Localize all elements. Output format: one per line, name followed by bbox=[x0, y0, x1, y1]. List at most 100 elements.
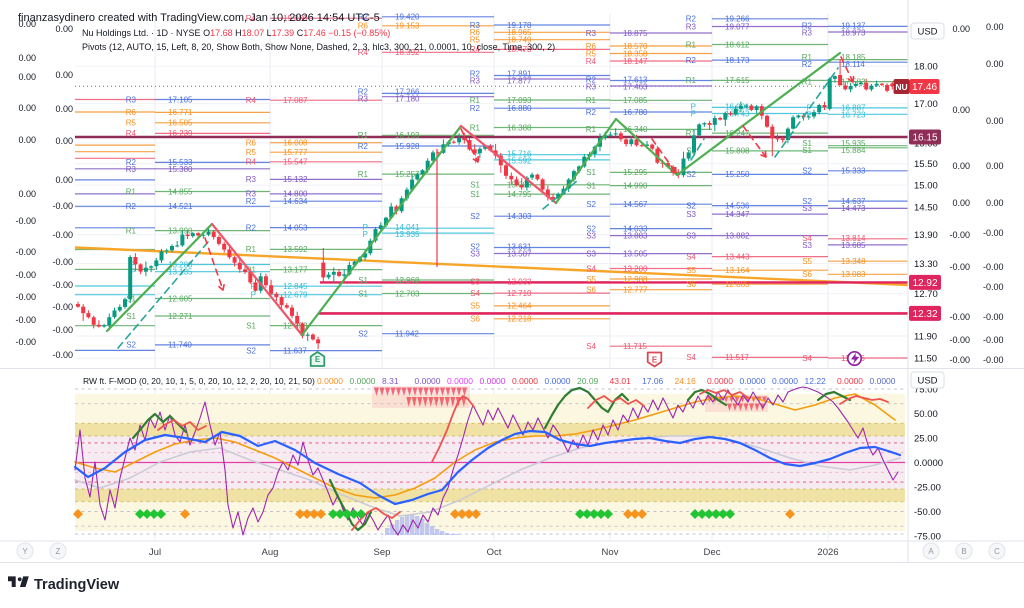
svg-text:-0.00: -0.00 bbox=[15, 216, 36, 226]
svg-text:17.463: 17.463 bbox=[623, 83, 648, 92]
svg-text:R3: R3 bbox=[586, 29, 597, 38]
svg-text:8.31: 8.31 bbox=[382, 376, 399, 386]
svg-text:-0.00: -0.00 bbox=[983, 262, 1004, 272]
svg-text:-0.00: -0.00 bbox=[983, 228, 1004, 238]
svg-text:R4: R4 bbox=[126, 129, 137, 138]
svg-text:P: P bbox=[807, 110, 812, 119]
svg-text:15.547: 15.547 bbox=[283, 158, 308, 167]
svg-text:15.808: 15.808 bbox=[725, 147, 750, 156]
svg-text:0.00: 0.00 bbox=[55, 70, 73, 80]
svg-text:S3: S3 bbox=[802, 241, 812, 250]
svg-text:0.0000: 0.0000 bbox=[447, 376, 473, 386]
svg-text:12.710: 12.710 bbox=[507, 289, 532, 298]
svg-text:13.505: 13.505 bbox=[623, 249, 648, 258]
svg-text:13.990: 13.990 bbox=[168, 226, 193, 235]
svg-text:-0.00: -0.00 bbox=[949, 262, 970, 272]
svg-text:2026: 2026 bbox=[817, 547, 838, 558]
svg-text:R3: R3 bbox=[470, 77, 481, 86]
svg-text:-0.00: -0.00 bbox=[52, 325, 73, 335]
svg-text:12.605: 12.605 bbox=[168, 294, 193, 303]
svg-text:USD: USD bbox=[917, 26, 937, 37]
svg-text:0.00: 0.00 bbox=[986, 198, 1004, 208]
svg-text:12.271: 12.271 bbox=[168, 312, 193, 321]
svg-text:15.132: 15.132 bbox=[283, 175, 308, 184]
svg-text:0.00: 0.00 bbox=[55, 104, 73, 114]
svg-text:16.239: 16.239 bbox=[168, 129, 193, 138]
svg-text:S3: S3 bbox=[470, 278, 480, 287]
svg-text:0.00: 0.00 bbox=[18, 53, 36, 63]
svg-text:13.935: 13.935 bbox=[395, 230, 420, 239]
svg-text:12.777: 12.777 bbox=[623, 286, 648, 295]
svg-text:R1: R1 bbox=[246, 245, 257, 254]
svg-text:0.00: 0.00 bbox=[986, 161, 1004, 171]
svg-text:15.00: 15.00 bbox=[914, 181, 938, 192]
svg-text:R4: R4 bbox=[246, 96, 257, 105]
svg-text:S2: S2 bbox=[358, 330, 368, 339]
svg-text:12.32: 12.32 bbox=[912, 309, 937, 320]
svg-text:S4: S4 bbox=[586, 264, 596, 273]
svg-text:17.085: 17.085 bbox=[623, 96, 648, 105]
svg-text:S3: S3 bbox=[470, 250, 480, 259]
svg-text:S3: S3 bbox=[686, 210, 696, 219]
svg-text:0.0000: 0.0000 bbox=[914, 458, 943, 469]
svg-text:11.517: 11.517 bbox=[725, 353, 749, 362]
svg-text:25.00: 25.00 bbox=[914, 433, 938, 444]
svg-text:13.883: 13.883 bbox=[623, 231, 648, 240]
svg-text:R2: R2 bbox=[126, 202, 137, 211]
svg-text:16.008: 16.008 bbox=[283, 139, 308, 148]
svg-text:S5: S5 bbox=[470, 302, 480, 311]
svg-text:11.90: 11.90 bbox=[914, 331, 937, 342]
svg-text:13.083: 13.083 bbox=[841, 270, 866, 279]
svg-text:Pivots (12, AUTO, 15, Left, 8,: Pivots (12, AUTO, 15, Left, 8, 20, Show … bbox=[82, 42, 555, 52]
svg-text:0.0000: 0.0000 bbox=[837, 376, 863, 386]
svg-text:S6: S6 bbox=[686, 280, 696, 289]
svg-text:0.0000: 0.0000 bbox=[707, 376, 733, 386]
svg-text:-0.00: -0.00 bbox=[949, 312, 970, 322]
svg-text:S3: S3 bbox=[586, 231, 596, 240]
svg-text:R2: R2 bbox=[246, 197, 257, 206]
svg-text:43.01: 43.01 bbox=[610, 376, 632, 386]
svg-text:-0.00: -0.00 bbox=[52, 230, 73, 240]
svg-text:R2: R2 bbox=[246, 223, 257, 232]
svg-text:13.30: 13.30 bbox=[914, 259, 938, 270]
svg-text:S5: S5 bbox=[686, 266, 696, 275]
svg-text:18.973: 18.973 bbox=[841, 28, 866, 37]
svg-text:S2: S2 bbox=[686, 170, 696, 179]
svg-text:R5: R5 bbox=[246, 148, 257, 157]
svg-text:16.388: 16.388 bbox=[507, 123, 532, 132]
svg-text:15.380: 15.380 bbox=[168, 165, 193, 174]
svg-text:-50.00: -50.00 bbox=[914, 507, 941, 518]
svg-text:RW ft. F-MOD (0, 20, 10, 1, 5,: RW ft. F-MOD (0, 20, 10, 1, 5, 0, 20, 10… bbox=[83, 376, 315, 386]
svg-text:12.92: 12.92 bbox=[912, 278, 937, 289]
svg-text:20.09: 20.09 bbox=[577, 376, 599, 386]
svg-text:11.942: 11.942 bbox=[395, 330, 419, 339]
svg-text:0.00: 0.00 bbox=[986, 59, 1004, 69]
svg-text:12.933: 12.933 bbox=[507, 278, 532, 287]
svg-text:13.443: 13.443 bbox=[725, 252, 750, 261]
svg-text:16.15: 16.15 bbox=[912, 133, 937, 144]
svg-text:-0.00: -0.00 bbox=[949, 355, 970, 365]
svg-text:12.679: 12.679 bbox=[283, 291, 308, 300]
svg-text:12.988: 12.988 bbox=[623, 275, 648, 284]
svg-text:Z: Z bbox=[56, 547, 61, 556]
svg-text:0.00: 0.00 bbox=[952, 105, 970, 115]
svg-text:17.00: 17.00 bbox=[914, 99, 938, 110]
svg-text:15.928: 15.928 bbox=[395, 142, 420, 151]
svg-text:Nov: Nov bbox=[602, 547, 619, 558]
svg-text:-0.00: -0.00 bbox=[983, 312, 1004, 322]
svg-text:S4: S4 bbox=[470, 289, 480, 298]
svg-text:15.777: 15.777 bbox=[283, 148, 308, 157]
svg-text:E: E bbox=[315, 355, 321, 364]
svg-text:14.303: 14.303 bbox=[507, 212, 532, 221]
svg-text:R3: R3 bbox=[586, 83, 597, 92]
svg-text:15.592: 15.592 bbox=[507, 157, 532, 166]
svg-text:-0.00: -0.00 bbox=[983, 355, 1004, 365]
svg-text:R2: R2 bbox=[470, 104, 481, 113]
svg-text:S2: S2 bbox=[126, 341, 136, 350]
svg-text:-0.00: -0.00 bbox=[949, 335, 970, 345]
svg-text:12.218: 12.218 bbox=[507, 315, 532, 324]
svg-text:50.00: 50.00 bbox=[914, 409, 938, 420]
svg-text:S1: S1 bbox=[126, 312, 136, 321]
svg-text:-0.00: -0.00 bbox=[949, 230, 970, 240]
svg-text:0.00: 0.00 bbox=[986, 116, 1004, 126]
